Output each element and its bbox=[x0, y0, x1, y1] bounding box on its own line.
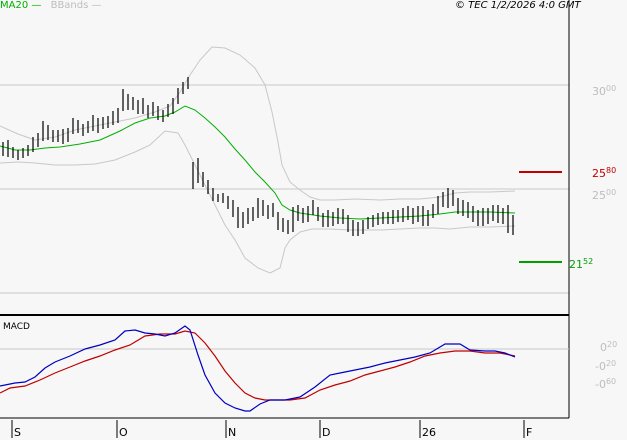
x-label-2026: 26 bbox=[422, 426, 436, 439]
price-bars bbox=[2, 77, 514, 236]
x-label-feb: F bbox=[526, 426, 533, 439]
macd-line bbox=[0, 325, 516, 412]
x-label-oct: O bbox=[119, 426, 128, 439]
legend-ma20-swatch: — bbox=[28, 0, 42, 11]
x-ticks bbox=[11, 420, 525, 438]
legend: MA20 — BBands — bbox=[0, 0, 102, 11]
x-label-sep: S bbox=[14, 426, 21, 439]
support-label: 2152 bbox=[569, 257, 594, 271]
bband-upper bbox=[0, 46, 516, 201]
copyright-timestamp: © TEC 1/2/2026 4:0 GMT bbox=[455, 0, 581, 11]
x-label-dec: D bbox=[322, 426, 331, 439]
legend-ma20: MA20 bbox=[0, 0, 29, 11]
macd-label-2: -020 bbox=[595, 359, 617, 373]
macd-label-1: 020 bbox=[600, 340, 618, 354]
macd-signal-line bbox=[0, 330, 516, 401]
macd-label-3: -060 bbox=[595, 377, 617, 391]
x-label-nov: N bbox=[228, 426, 237, 439]
macd-title: MACD bbox=[3, 322, 30, 332]
bband-lower bbox=[0, 130, 516, 274]
legend-bbands: BBands bbox=[50, 0, 89, 11]
resistance-label: 2580 bbox=[592, 166, 617, 180]
legend-bbands-swatch: — bbox=[88, 0, 102, 11]
y-label-25: 2500 bbox=[592, 188, 617, 202]
y-label-30: 3000 bbox=[592, 84, 617, 98]
